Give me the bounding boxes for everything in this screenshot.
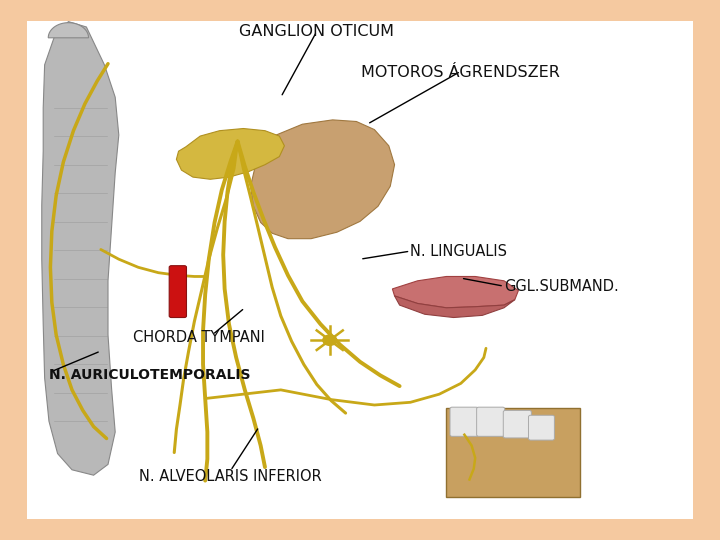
Polygon shape xyxy=(395,296,515,318)
Polygon shape xyxy=(48,23,89,38)
Bar xyxy=(446,408,580,497)
Polygon shape xyxy=(392,276,518,308)
Text: GANGLION OTICUM: GANGLION OTICUM xyxy=(239,24,395,39)
Text: N. ALVEOLARIS INFERIOR: N. ALVEOLARIS INFERIOR xyxy=(139,469,322,484)
Text: CHORDA TYMPANI: CHORDA TYMPANI xyxy=(133,330,265,345)
Polygon shape xyxy=(42,22,119,475)
FancyBboxPatch shape xyxy=(528,415,554,440)
FancyBboxPatch shape xyxy=(477,407,505,436)
Text: N. LINGUALIS: N. LINGUALIS xyxy=(410,244,508,259)
Polygon shape xyxy=(251,120,395,239)
Polygon shape xyxy=(176,129,284,179)
Text: N. AURICULOTEMPORALIS: N. AURICULOTEMPORALIS xyxy=(49,368,251,382)
Text: MOTOROS ÁGRENDSZER: MOTOROS ÁGRENDSZER xyxy=(361,65,560,80)
FancyBboxPatch shape xyxy=(169,266,186,318)
Text: GGL.SUBMAND.: GGL.SUBMAND. xyxy=(504,279,618,294)
Circle shape xyxy=(323,335,337,346)
FancyBboxPatch shape xyxy=(503,410,531,438)
FancyBboxPatch shape xyxy=(450,407,478,436)
